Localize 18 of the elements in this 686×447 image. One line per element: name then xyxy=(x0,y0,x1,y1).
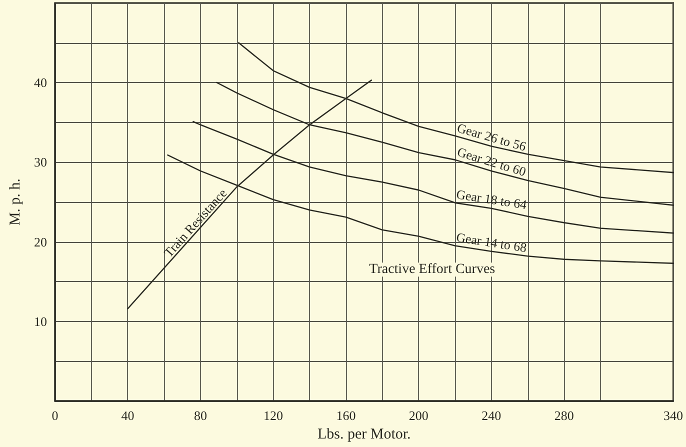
text: Gear 14 to 68 xyxy=(455,229,528,256)
y-axis-title: M. p. h. xyxy=(8,178,24,226)
y-tick-label: 40 xyxy=(34,75,47,90)
y-tick-label: 20 xyxy=(34,234,47,250)
x-tick-label: 0 xyxy=(52,408,58,423)
x-tick-label: 340 xyxy=(664,408,683,423)
x-tick-label: 160 xyxy=(336,408,356,423)
text: Gear 18 to 64 xyxy=(455,186,528,212)
x-tick-label: 40 xyxy=(121,408,134,423)
x-tick-label: 80 xyxy=(194,408,207,423)
x-axis-title: Lbs. per Motor. xyxy=(317,426,411,442)
x-tick-label: 240 xyxy=(482,408,502,423)
y-tick-label: 10 xyxy=(34,314,47,329)
y-tick-label: 30 xyxy=(34,154,47,170)
annotation: Tractive Effort Curves xyxy=(369,262,496,278)
x-tick-label: 120 xyxy=(263,408,283,423)
x-tick-label: 200 xyxy=(408,408,428,423)
x-tick-label: 280 xyxy=(554,408,574,423)
